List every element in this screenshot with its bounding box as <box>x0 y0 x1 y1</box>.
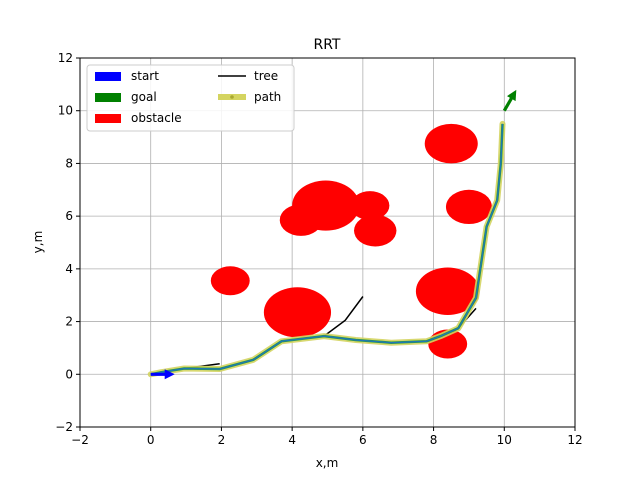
x-tick-label: 12 <box>567 433 582 447</box>
plot-inner <box>80 58 575 427</box>
obstacle <box>279 204 323 236</box>
y-tick-label: 2 <box>65 315 73 329</box>
legend-label-tree: tree <box>254 69 278 83</box>
obstacle <box>210 266 250 296</box>
y-tick-label: −2 <box>55 420 73 434</box>
x-tick-label: −2 <box>71 433 89 447</box>
obstacle <box>350 191 390 221</box>
y-tick-label: 6 <box>65 209 73 223</box>
x-tick-label: 10 <box>497 433 512 447</box>
legend-swatch-start <box>95 72 121 81</box>
axes: −2 0 2 4 6 8 10 12 −2 0 2 4 6 8 10 12 <box>55 51 582 447</box>
obstacle <box>424 123 478 164</box>
x-tick-label: 0 <box>147 433 155 447</box>
axes-frame <box>79 57 576 428</box>
y-tick-label: 4 <box>65 262 73 276</box>
y-tick-label: 0 <box>65 367 73 381</box>
obstacle <box>263 287 332 338</box>
legend-swatch-goal <box>95 93 121 102</box>
x-tick-label: 8 <box>430 433 438 447</box>
legend-swatch-obstacle <box>95 114 121 123</box>
legend-label-start: start <box>131 69 159 83</box>
chart-title: RRT <box>314 37 341 53</box>
legend-label-path: path <box>254 90 281 104</box>
path-inner-blue <box>150 123 504 376</box>
x-tick-label: 6 <box>359 433 367 447</box>
plot-area <box>80 58 575 427</box>
legend: start goal obstacle tree path <box>86 64 295 132</box>
start-arrow <box>150 369 175 380</box>
y-tick-label: 10 <box>58 104 73 118</box>
obstacle <box>354 214 397 247</box>
y-tick-label: 12 <box>58 51 73 65</box>
legend-label-goal: goal <box>131 90 157 104</box>
y-tick-label: 8 <box>65 156 73 170</box>
goal-arrow <box>502 89 517 112</box>
legend-box <box>86 64 295 132</box>
obstacle <box>415 267 480 315</box>
obstacle <box>445 189 492 225</box>
y-axis-label: y,m <box>31 231 45 254</box>
x-tick-label: 4 <box>288 433 296 447</box>
legend-marker-path <box>230 95 234 99</box>
x-tick-label: 2 <box>218 433 226 447</box>
x-axis-label: x,m <box>316 456 339 470</box>
legend-label-obstacle: obstacle <box>131 111 182 125</box>
